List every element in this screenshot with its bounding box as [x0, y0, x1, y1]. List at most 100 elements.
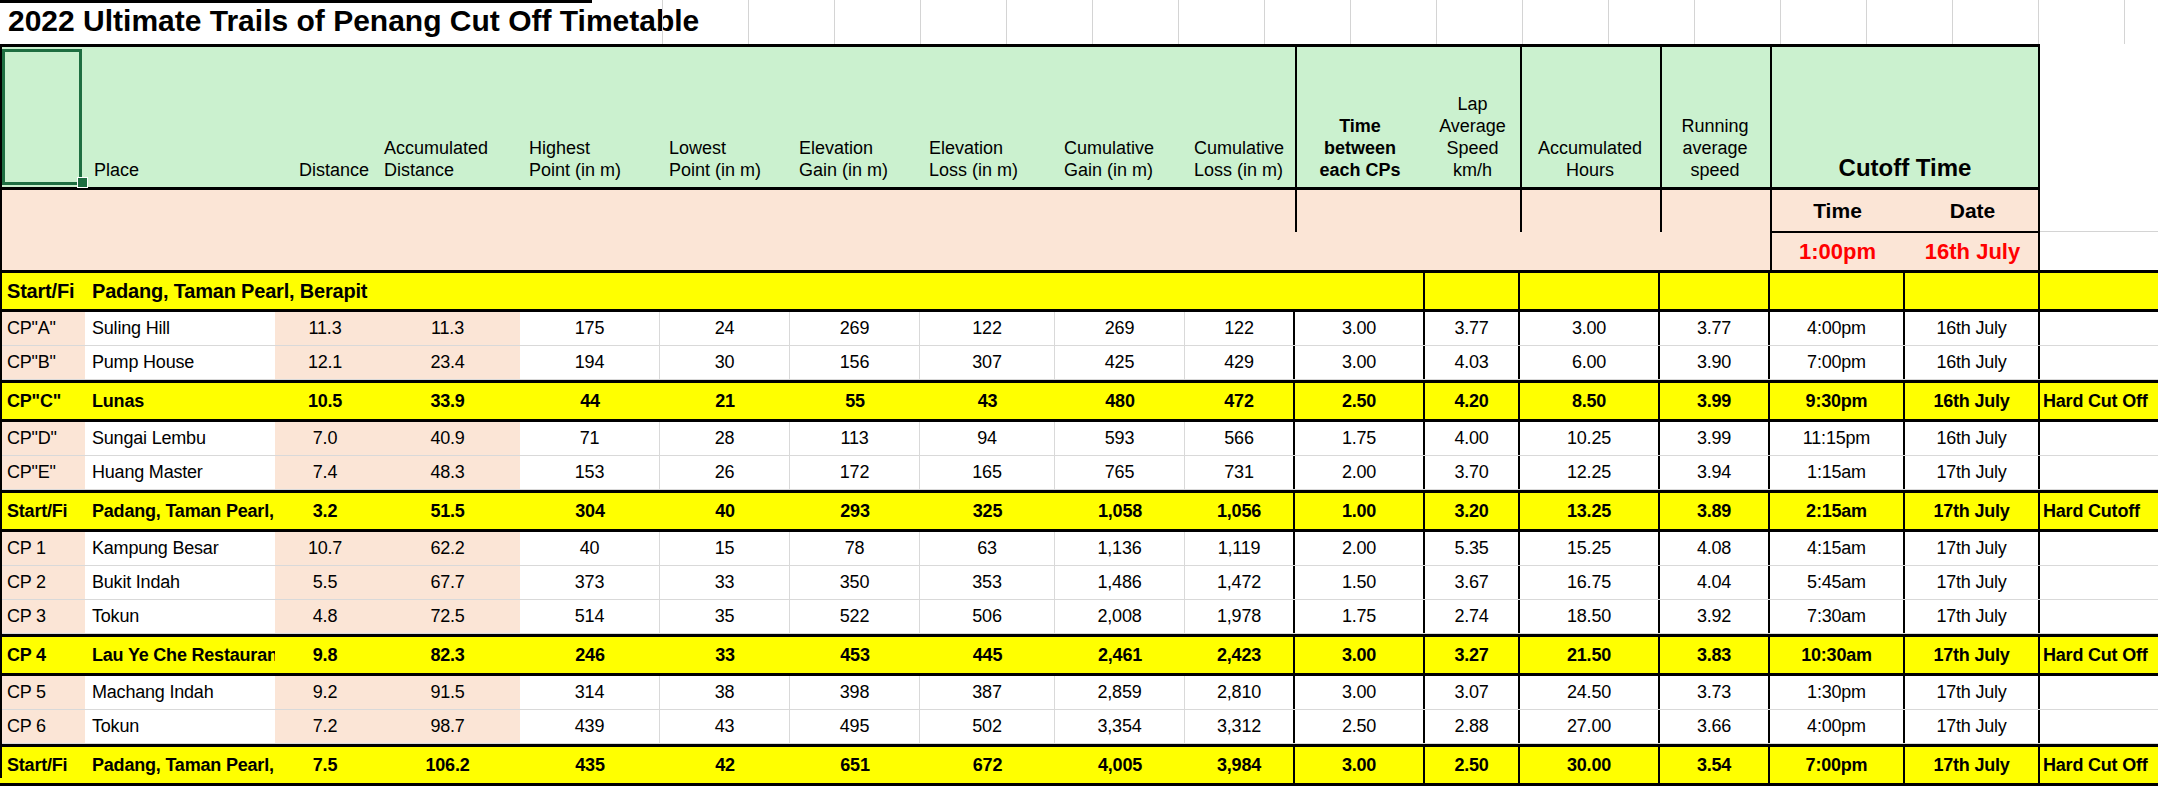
cell-highest[interactable]: 71: [520, 422, 660, 455]
cell-lap-speed[interactable]: 3.77: [1425, 312, 1520, 345]
cell-acc-hours[interactable]: 30.00: [1520, 747, 1660, 783]
cell-elev-loss[interactable]: 506: [920, 600, 1055, 633]
cell-cum-gain[interactable]: 4,005: [1055, 747, 1185, 783]
cell-time-between[interactable]: [1295, 273, 1425, 309]
cell-highest[interactable]: 304: [520, 493, 660, 529]
cell-acc-hours[interactable]: 27.00: [1520, 710, 1660, 743]
cell-hard-cutoff[interactable]: [2040, 456, 2158, 489]
cell-acc-distance[interactable]: 106.2: [375, 747, 520, 783]
cell-cutoff-date[interactable]: 17th July: [1905, 456, 2040, 489]
cell-highest[interactable]: 175: [520, 312, 660, 345]
cell-cutoff-time[interactable]: 7:00pm: [1770, 747, 1905, 783]
cell-acc-distance[interactable]: 82.3: [375, 637, 520, 673]
cell-distance[interactable]: 11.3: [275, 312, 375, 345]
cell-run-speed[interactable]: 3.73: [1660, 676, 1770, 709]
cell-elev-loss[interactable]: 94: [920, 422, 1055, 455]
cell-distance[interactable]: 9.8: [275, 637, 375, 673]
cell-cum-loss[interactable]: 122: [1185, 312, 1295, 345]
cell-lap-speed[interactable]: 2.50: [1425, 747, 1520, 783]
cell-hard-cutoff[interactable]: [2040, 600, 2158, 633]
cell-distance[interactable]: 10.7: [275, 532, 375, 565]
cell-acc-distance[interactable]: 33.9: [375, 383, 520, 419]
cell-acc-hours[interactable]: 16.75: [1520, 566, 1660, 599]
cell-lowest[interactable]: 43: [660, 710, 790, 743]
cell-run-speed[interactable]: [1660, 273, 1770, 309]
cell-cp[interactable]: CP"A": [0, 312, 85, 345]
cell-cp[interactable]: Start/Fi: [0, 747, 85, 783]
cell-lap-speed[interactable]: 3.20: [1425, 493, 1520, 529]
col-header-place[interactable]: Place: [85, 47, 275, 187]
cell-highest[interactable]: 439: [520, 710, 660, 743]
cell-lap-speed[interactable]: 4.20: [1425, 383, 1520, 419]
col-header-run-speed[interactable]: Running average speed: [1660, 47, 1770, 187]
cell-hard-cutoff[interactable]: [2040, 710, 2158, 743]
cell-run-speed[interactable]: 3.89: [1660, 493, 1770, 529]
cell-cum-gain[interactable]: 765: [1055, 456, 1185, 489]
cell-lap-speed[interactable]: [1425, 273, 1520, 309]
cell-cutoff-date[interactable]: 17th July: [1905, 600, 2040, 633]
cell-cum-loss[interactable]: 472: [1185, 383, 1295, 419]
cell-cp[interactable]: CP 4: [0, 637, 85, 673]
cell-cp[interactable]: Start/Fi: [0, 273, 85, 309]
cell-hard-cutoff[interactable]: [2040, 422, 2158, 455]
cell-time-between[interactable]: 1.50: [1295, 566, 1425, 599]
cell-cum-loss[interactable]: 1,056: [1185, 493, 1295, 529]
cell-acc-distance[interactable]: 62.2: [375, 532, 520, 565]
cell-hard-cutoff[interactable]: [2040, 676, 2158, 709]
cell-cum-loss[interactable]: 1,472: [1185, 566, 1295, 599]
cell-highest[interactable]: 314: [520, 676, 660, 709]
cell-acc-distance[interactable]: 11.3: [375, 312, 520, 345]
cell-time-between[interactable]: 1.75: [1295, 422, 1425, 455]
cell-elev-gain[interactable]: 269: [790, 312, 920, 345]
cell-elev-gain[interactable]: 113: [790, 422, 920, 455]
cutoff-time-label[interactable]: Time: [1770, 190, 1905, 231]
cell-acc-hours[interactable]: 15.25: [1520, 532, 1660, 565]
cell-distance[interactable]: 3.2: [275, 493, 375, 529]
cutoff-date-label[interactable]: Date: [1905, 190, 2040, 231]
cell-place[interactable]: Huang Master: [85, 456, 275, 489]
cell-place[interactable]: Machang Indah: [85, 676, 275, 709]
cell-elev-loss[interactable]: 387: [920, 676, 1055, 709]
cell-cp[interactable]: CP 1: [0, 532, 85, 565]
cell-time-between[interactable]: 1.00: [1295, 493, 1425, 529]
col-header-distance[interactable]: Distance: [275, 47, 375, 187]
cell-elev-loss[interactable]: 307: [920, 346, 1055, 379]
cell-cutoff-time[interactable]: 9:30pm: [1770, 383, 1905, 419]
cell-place[interactable]: Padang, Taman Pearl, Berapit: [85, 273, 1295, 309]
cell-elev-loss[interactable]: 445: [920, 637, 1055, 673]
cell-lap-speed[interactable]: 4.00: [1425, 422, 1520, 455]
cell-cum-loss[interactable]: 2,810: [1185, 676, 1295, 709]
cell-place[interactable]: Tokun: [85, 710, 275, 743]
cell-lowest[interactable]: 30: [660, 346, 790, 379]
cell-time-between[interactable]: 2.50: [1295, 383, 1425, 419]
cell-cum-gain[interactable]: 2,008: [1055, 600, 1185, 633]
cell-cum-gain[interactable]: 1,058: [1055, 493, 1185, 529]
cell-cum-loss[interactable]: 566: [1185, 422, 1295, 455]
cell-cum-gain[interactable]: 269: [1055, 312, 1185, 345]
cell-acc-hours[interactable]: 12.25: [1520, 456, 1660, 489]
cell-acc-distance[interactable]: 72.5: [375, 600, 520, 633]
cell-lap-speed[interactable]: 2.88: [1425, 710, 1520, 743]
cell-cutoff-date[interactable]: 17th July: [1905, 637, 2040, 673]
cell-cp[interactable]: Start/Fi: [0, 493, 85, 529]
cell-run-speed[interactable]: 3.90: [1660, 346, 1770, 379]
cell-elev-loss[interactable]: 672: [920, 747, 1055, 783]
cell-elev-loss[interactable]: 502: [920, 710, 1055, 743]
cell-cp[interactable]: CP 6: [0, 710, 85, 743]
cell-distance[interactable]: 7.2: [275, 710, 375, 743]
cell-place[interactable]: Tokun: [85, 600, 275, 633]
cell-time-between[interactable]: 3.00: [1295, 346, 1425, 379]
cell-cum-loss[interactable]: 1,119: [1185, 532, 1295, 565]
cell-cum-gain[interactable]: 2,461: [1055, 637, 1185, 673]
cell-acc-hours[interactable]: 6.00: [1520, 346, 1660, 379]
cell-lowest[interactable]: 40: [660, 493, 790, 529]
cell-cutoff-date[interactable]: 17th July: [1905, 493, 2040, 529]
cell-acc-hours[interactable]: 18.50: [1520, 600, 1660, 633]
cell-distance[interactable]: 7.5: [275, 747, 375, 783]
cell-hard-cutoff[interactable]: [2040, 532, 2158, 565]
cell-elev-gain[interactable]: 350: [790, 566, 920, 599]
cell-cum-gain[interactable]: 480: [1055, 383, 1185, 419]
cell-cp[interactable]: CP 2: [0, 566, 85, 599]
cell-time-between[interactable]: 3.00: [1295, 312, 1425, 345]
cell-cutoff-time[interactable]: 2:15am: [1770, 493, 1905, 529]
